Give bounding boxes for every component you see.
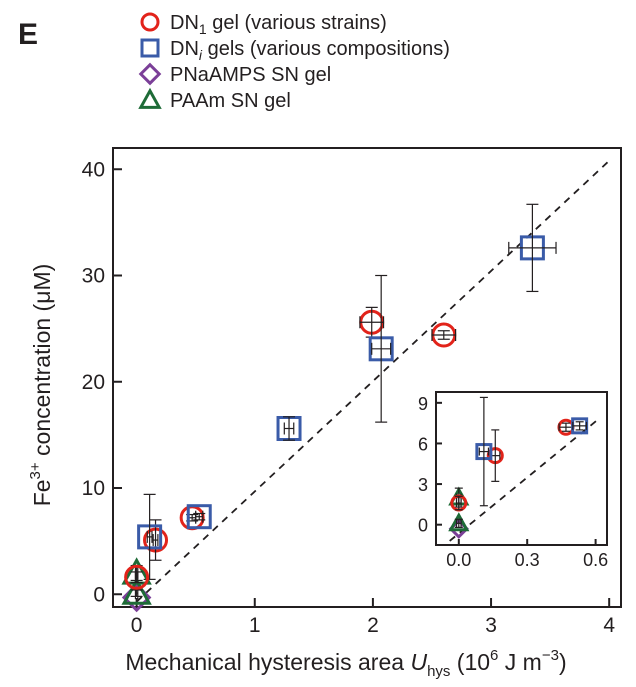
legend-label-dni: DNi gels (various compositions)	[170, 38, 450, 63]
main-ytick-label: 40	[82, 158, 105, 181]
legend-marker-dn1	[140, 12, 160, 32]
legend-marker-dni	[140, 38, 160, 58]
main-point-dni	[186, 504, 212, 530]
main-fit-dashed-line	[136, 160, 610, 603]
legend-label-main: DN	[170, 38, 199, 60]
legend-label-main: PAAm SN gel	[170, 90, 291, 112]
inset-xtick-label: 0.0	[446, 550, 471, 570]
x-axis-label: Mechanical hysteresis area Uhys (106 J m…	[125, 647, 566, 680]
inset-ytick-label: 9	[418, 394, 428, 414]
main-xtick-label: 2	[367, 614, 379, 637]
y-axis-label: Fe3+ concentration (μM)	[27, 264, 55, 507]
legend-label-paam: PAAm SN gel	[170, 90, 291, 112]
legend-label-rest: gel (various strains)	[207, 12, 387, 34]
main-xtick-label: 1	[249, 614, 261, 637]
main-points	[121, 203, 557, 613]
inset-ytick-label: 3	[418, 475, 428, 495]
main-ytick-label: 10	[82, 477, 105, 500]
legend-marker-paam	[138, 87, 162, 109]
legend-label-pnaamps: PNaAMPS SN gel	[170, 64, 331, 86]
main-xtick-label: 3	[485, 614, 497, 637]
inset-point-paam	[448, 512, 470, 532]
main-ytick-label: 20	[82, 371, 105, 394]
legend-label-sub: i	[199, 47, 203, 63]
legend-marker-pnaamps	[138, 62, 162, 86]
legend-label-main: DN	[170, 12, 199, 34]
inset-fit-dashed-line	[449, 417, 601, 542]
inset-xtick-label: 0.3	[515, 550, 540, 570]
legend-label-dn1: DN1 gel (various strains)	[170, 12, 387, 37]
main-ytick-label: 30	[82, 265, 105, 288]
inset-ytick-label: 0	[418, 516, 428, 536]
inset-points	[448, 396, 589, 539]
main-xtick-label: 4	[603, 614, 615, 637]
main-point-paam	[121, 577, 152, 605]
legend-label-main: PNaAMPS SN gel	[170, 64, 331, 86]
main-ytick-label: 0	[93, 583, 105, 606]
main-point-dn1	[124, 564, 150, 590]
main-xtick-label: 0	[131, 614, 143, 637]
legend-label-rest: gels (various compositions)	[202, 38, 450, 60]
legend-label-sub: 1	[199, 21, 207, 37]
inset-fit-line	[449, 417, 601, 542]
inset-xtick-label: 0.6	[583, 550, 608, 570]
inset-ytick-label: 6	[418, 434, 428, 454]
legend: DN1 gel (various strains)DNi gels (vario…	[138, 12, 450, 112]
panel-letter: E	[18, 18, 38, 51]
main-fit-line	[136, 160, 610, 603]
